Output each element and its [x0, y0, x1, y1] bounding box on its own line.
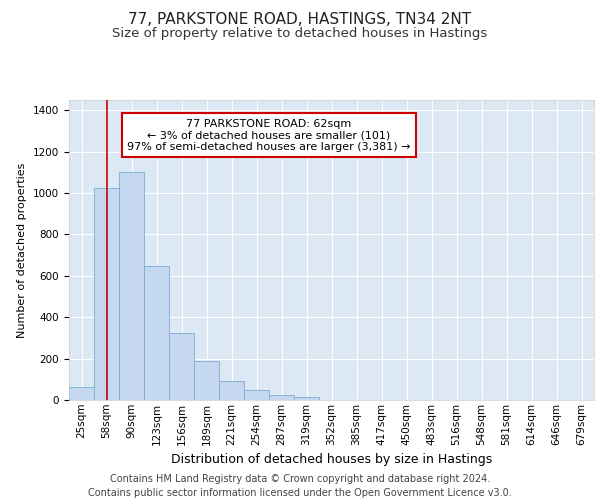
Bar: [219, 382, 244, 400]
Text: 77 PARKSTONE ROAD: 62sqm
← 3% of detached houses are smaller (101)
97% of semi-d: 77 PARKSTONE ROAD: 62sqm ← 3% of detache…: [127, 118, 411, 152]
Y-axis label: Number of detached properties: Number of detached properties: [17, 162, 28, 338]
Bar: [119, 172, 144, 400]
X-axis label: Distribution of detached houses by size in Hastings: Distribution of detached houses by size …: [171, 453, 492, 466]
Bar: [294, 397, 319, 400]
Bar: [169, 333, 194, 400]
Text: Size of property relative to detached houses in Hastings: Size of property relative to detached ho…: [112, 28, 488, 40]
Text: Contains HM Land Registry data © Crown copyright and database right 2024.: Contains HM Land Registry data © Crown c…: [110, 474, 490, 484]
Text: Contains public sector information licensed under the Open Government Licence v3: Contains public sector information licen…: [88, 488, 512, 498]
Bar: [194, 360, 219, 400]
Bar: [269, 395, 294, 400]
Bar: [244, 390, 269, 400]
Text: 77, PARKSTONE ROAD, HASTINGS, TN34 2NT: 77, PARKSTONE ROAD, HASTINGS, TN34 2NT: [128, 12, 472, 28]
Bar: [69, 386, 94, 400]
Bar: [94, 188, 119, 400]
Bar: [144, 266, 169, 400]
